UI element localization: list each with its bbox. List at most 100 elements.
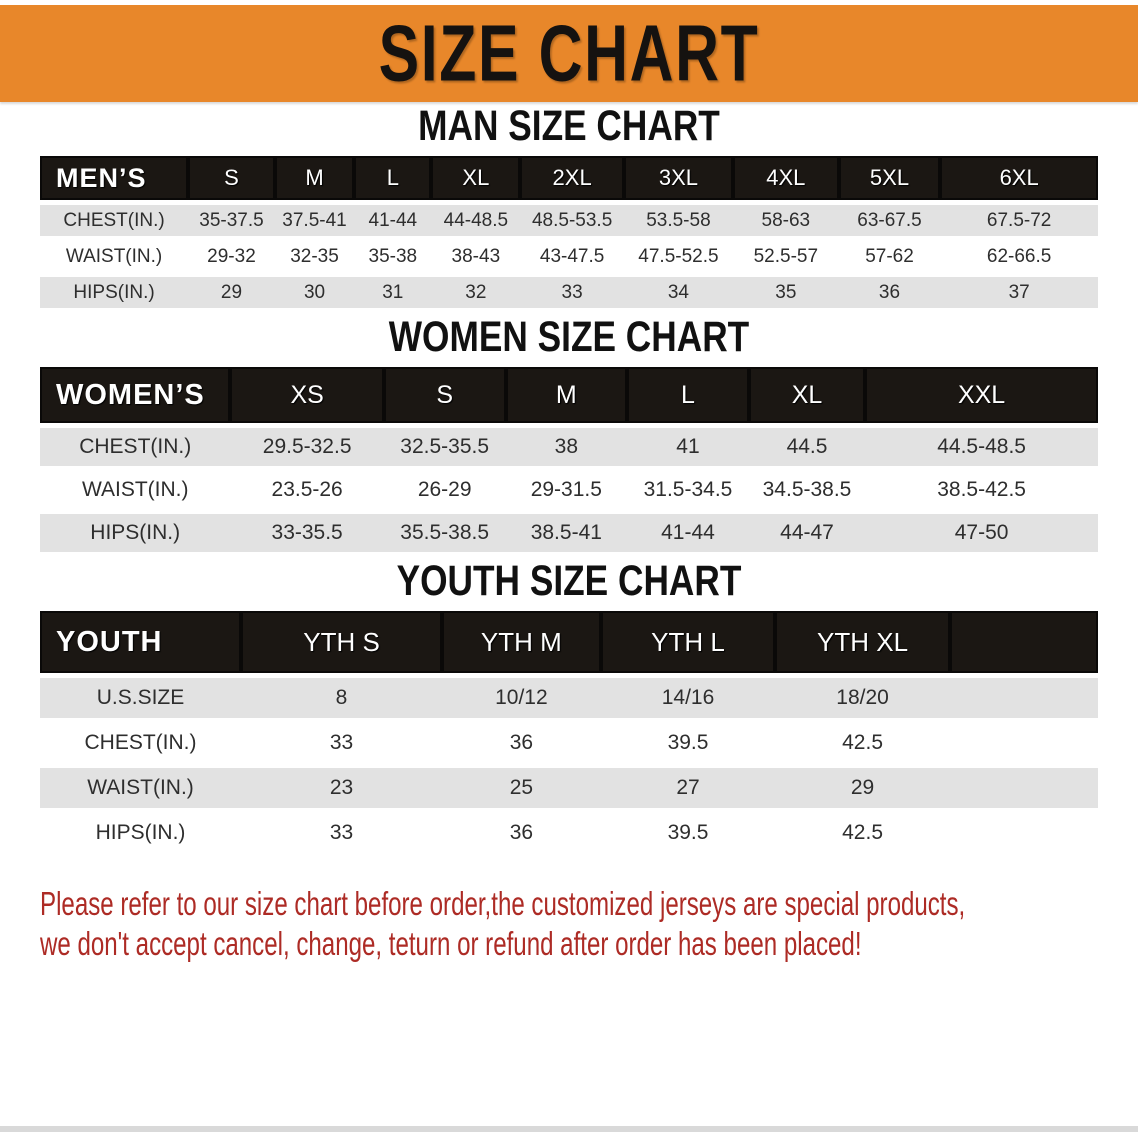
size-value-cell: 33 (329, 731, 354, 754)
size-value-cell: 29.5-32.5 (262, 435, 352, 458)
size-column-header: 5XL (838, 156, 941, 200)
size-value-cell: 31 (382, 281, 404, 303)
size-column-header: XS (230, 367, 384, 423)
table-row: U.S.SIZE 8 10/12 14/16 18/20 (40, 678, 1098, 718)
size-value-cell: 37 (1008, 281, 1030, 303)
size-value-cell: 18/20 (836, 686, 889, 709)
size-column-header: YTH S (241, 611, 443, 673)
size-value-cell: 58-63 (761, 209, 811, 231)
size-value-cell: 44.5 (786, 435, 828, 458)
size-column-header: 4XL (732, 156, 839, 200)
size-column-header: S (188, 156, 275, 200)
disclaimer-line-2: we don't accept cancel, change, teturn o… (40, 925, 862, 962)
row-spacer-cell (950, 813, 1098, 853)
size-column-header: M (274, 156, 355, 200)
size-column-header: YTH M (442, 611, 601, 673)
row-spacer-cell (950, 723, 1098, 763)
youth-section: YOUTH SIZE CHART YOUTH YTH S YTH M YTH L YTH… (0, 557, 1138, 858)
womens-section: WOMEN SIZE CHART WOMEN’S XS S M L XL XXL CHEST(… (0, 313, 1138, 557)
row-measurement-label: HIPS(IN.) (95, 821, 186, 844)
size-value-cell: 47.5-52.5 (638, 245, 719, 267)
size-column-header: L (354, 156, 432, 200)
table-row: HIPS(IN.) 33-35.5 35.5-38.5 38.5-41 41-44 44-… (40, 514, 1098, 552)
size-value-cell: 34.5-38.5 (762, 478, 852, 501)
size-value-cell: 27 (676, 776, 700, 799)
table-row: CHEST(IN.) 35-37.5 37.5-41 41-44 44-48.5 48.5… (40, 205, 1098, 236)
size-value-cell: 29-32 (207, 245, 256, 267)
size-value-cell: 38 (554, 435, 578, 458)
table-row: WAIST(IN.) 29-32 32-35 35-38 38-43 43-47.5 47.… (40, 241, 1098, 272)
bottom-edge-strip (0, 1126, 1138, 1132)
size-value-cell: 52.5-57 (753, 245, 819, 267)
size-value-cell: 48.5-53.5 (531, 209, 613, 231)
size-column-header: YTH XL (775, 611, 950, 673)
youth-size-table: YOUTH YTH S YTH M YTH L YTH XL U.S.SIZE 8 10/12… (40, 606, 1098, 858)
size-value-cell: 63-67.5 (857, 209, 922, 231)
size-value-cell: 39.5 (667, 731, 709, 754)
row-measurement-label: U.S.SIZE (96, 686, 185, 709)
size-value-cell: 53.5-58 (646, 209, 711, 231)
table-corner-label: WOMEN’S (40, 367, 231, 423)
row-measurement-label: WAIST(IN.) (87, 776, 194, 799)
size-column-header: 2XL (520, 156, 624, 200)
size-value-cell: 42.5 (842, 731, 883, 754)
row-measurement-label: CHEST(IN.) (63, 209, 165, 231)
size-column-header: 3XL (623, 156, 733, 200)
size-value-cell: 29-31.5 (530, 478, 602, 501)
size-column-header: S (383, 367, 506, 423)
size-header-row: YOUTH YTH S YTH M YTH L YTH XL (40, 611, 1098, 673)
row-measurement-label: CHEST(IN.) (79, 435, 192, 458)
size-value-cell: 23.5-26 (271, 478, 343, 501)
size-chart-content: MAN SIZE CHART MEN’S S M L XL 2XL 3XL 4XL 5XL 6XL… (0, 102, 1138, 964)
table-row: HIPS(IN.) 33 36 39.5 42.5 (40, 813, 1098, 853)
size-value-cell: 34 (667, 281, 689, 303)
table-row: WAIST(IN.) 23.5-26 26-29 29-31.5 31.5-34.5 34… (40, 471, 1098, 509)
size-value-cell: 38.5-41 (530, 521, 602, 544)
youth-size-chart-heading: YOUTH SIZE CHART (396, 557, 742, 605)
size-header-row: MEN’S S M L XL 2XL 3XL 4XL 5XL 6XL (40, 156, 1098, 200)
size-value-cell: 33 (329, 821, 354, 844)
size-value-cell: 62-66.5 (986, 245, 1052, 267)
size-column-header: M (505, 367, 628, 423)
size-value-cell: 33 (561, 281, 583, 303)
row-measurement-label: HIPS(IN.) (73, 281, 155, 303)
page-title: SIZE CHART (378, 8, 760, 99)
size-value-cell: 38.5-42.5 (937, 478, 1026, 501)
size-header-row: WOMEN’S XS S M L XL XXL (40, 367, 1098, 423)
size-value-cell: 44.5-48.5 (937, 435, 1026, 458)
size-value-cell: 67.5-72 (986, 209, 1052, 231)
row-measurement-label: WAIST(IN.) (81, 478, 189, 501)
size-value-cell: 23 (329, 776, 354, 799)
table-row: WAIST(IN.) 23 25 27 29 (40, 768, 1098, 808)
size-value-cell: 36 (509, 821, 534, 844)
size-value-cell: 35 (775, 281, 797, 303)
size-value-cell: 31.5-34.5 (643, 478, 733, 501)
size-value-cell: 35-37.5 (199, 209, 264, 231)
size-value-cell: 36 (509, 731, 534, 754)
size-value-cell: 29 (850, 776, 875, 799)
size-value-cell: 32 (465, 281, 487, 303)
size-value-cell: 32-35 (290, 245, 339, 267)
size-value-cell: 10/12 (495, 686, 548, 709)
size-value-cell: 57-62 (865, 245, 914, 267)
man-size-chart-heading: MAN SIZE CHART (418, 102, 720, 150)
size-value-cell: 44-48.5 (443, 209, 509, 231)
size-value-cell: 29 (220, 281, 243, 303)
size-column-header: L (627, 367, 749, 423)
size-value-cell: 43-47.5 (539, 245, 605, 267)
header-spacer-cell (949, 611, 1098, 673)
disclaimer: Please refer to our size chart before or… (40, 884, 1138, 964)
size-column-header: YTH L (600, 611, 776, 673)
mens-section: MAN SIZE CHART MEN’S S M L XL 2XL 3XL 4XL 5XL 6XL… (0, 102, 1138, 313)
size-value-cell: 41-44 (661, 521, 715, 544)
size-value-cell: 35.5-38.5 (400, 521, 490, 544)
size-value-cell: 36 (878, 281, 901, 303)
size-column-header: XL (748, 367, 866, 423)
size-value-cell: 35-38 (368, 245, 418, 267)
size-value-cell: 30 (303, 281, 326, 303)
size-value-cell: 47-50 (954, 521, 1009, 544)
table-row: CHEST(IN.) 33 36 39.5 42.5 (40, 723, 1098, 763)
table-row: CHEST(IN.) 29.5-32.5 32.5-35.5 38 41 44.5 44.5… (40, 428, 1098, 466)
size-column-header: XL (431, 156, 521, 200)
size-column-header: XXL (865, 367, 1098, 423)
